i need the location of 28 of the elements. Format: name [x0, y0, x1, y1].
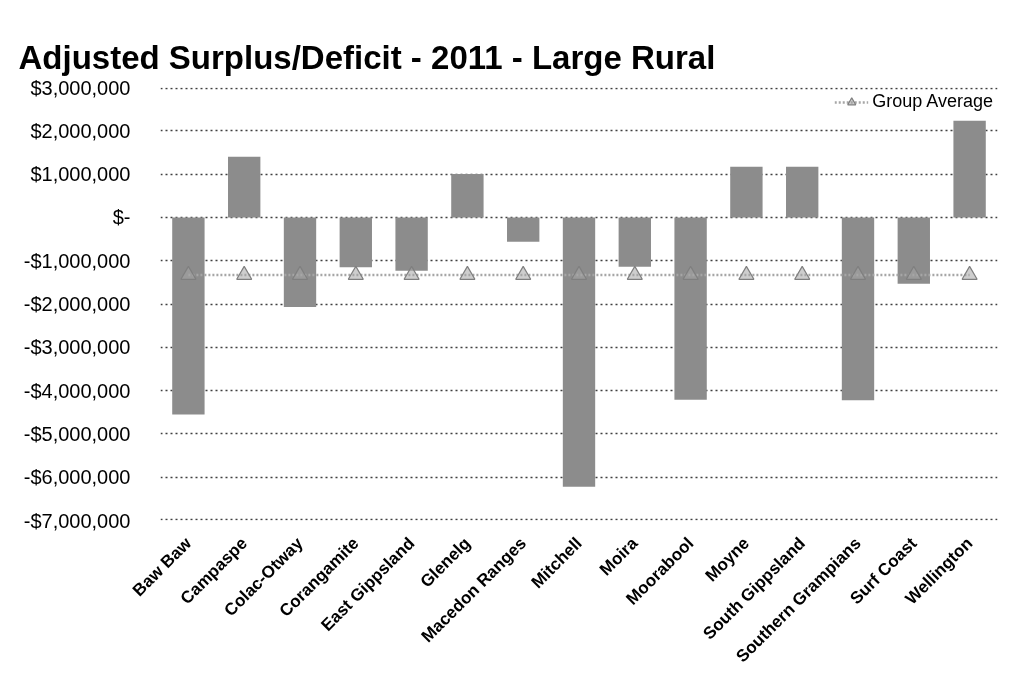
y-tick-label: -$1,000,000 — [23, 249, 131, 272]
chart-title: Adjusted Surplus/Deficit - 2011 - Large Rural — [18, 38, 716, 76]
bar — [283, 217, 317, 308]
bar — [841, 217, 875, 401]
bar — [228, 156, 261, 218]
bar — [786, 166, 819, 218]
bar — [339, 217, 372, 268]
y-tick-label: -$5,000,000 — [23, 422, 131, 445]
bar — [507, 217, 540, 242]
bar — [172, 217, 205, 415]
bar — [395, 217, 428, 271]
y-tick-label: -$6,000,000 — [23, 466, 131, 489]
legend-label: Group Average — [872, 91, 993, 112]
y-tick-label: -$4,000,000 — [23, 379, 131, 402]
bar — [953, 120, 986, 218]
bar — [730, 166, 763, 218]
bar — [674, 217, 707, 400]
bar — [451, 174, 484, 218]
y-tick-label: $- — [112, 206, 131, 229]
bar — [897, 217, 930, 284]
y-tick-label: $2,000,000 — [30, 119, 131, 142]
y-tick-label: $3,000,000 — [30, 76, 131, 99]
y-tick-label: $1,000,000 — [30, 163, 131, 186]
bar — [618, 217, 651, 267]
bar — [562, 217, 596, 487]
y-tick-label: -$3,000,000 — [23, 336, 131, 359]
y-tick-label: -$2,000,000 — [23, 293, 131, 315]
y-tick-label: -$7,000,000 — [23, 509, 131, 532]
